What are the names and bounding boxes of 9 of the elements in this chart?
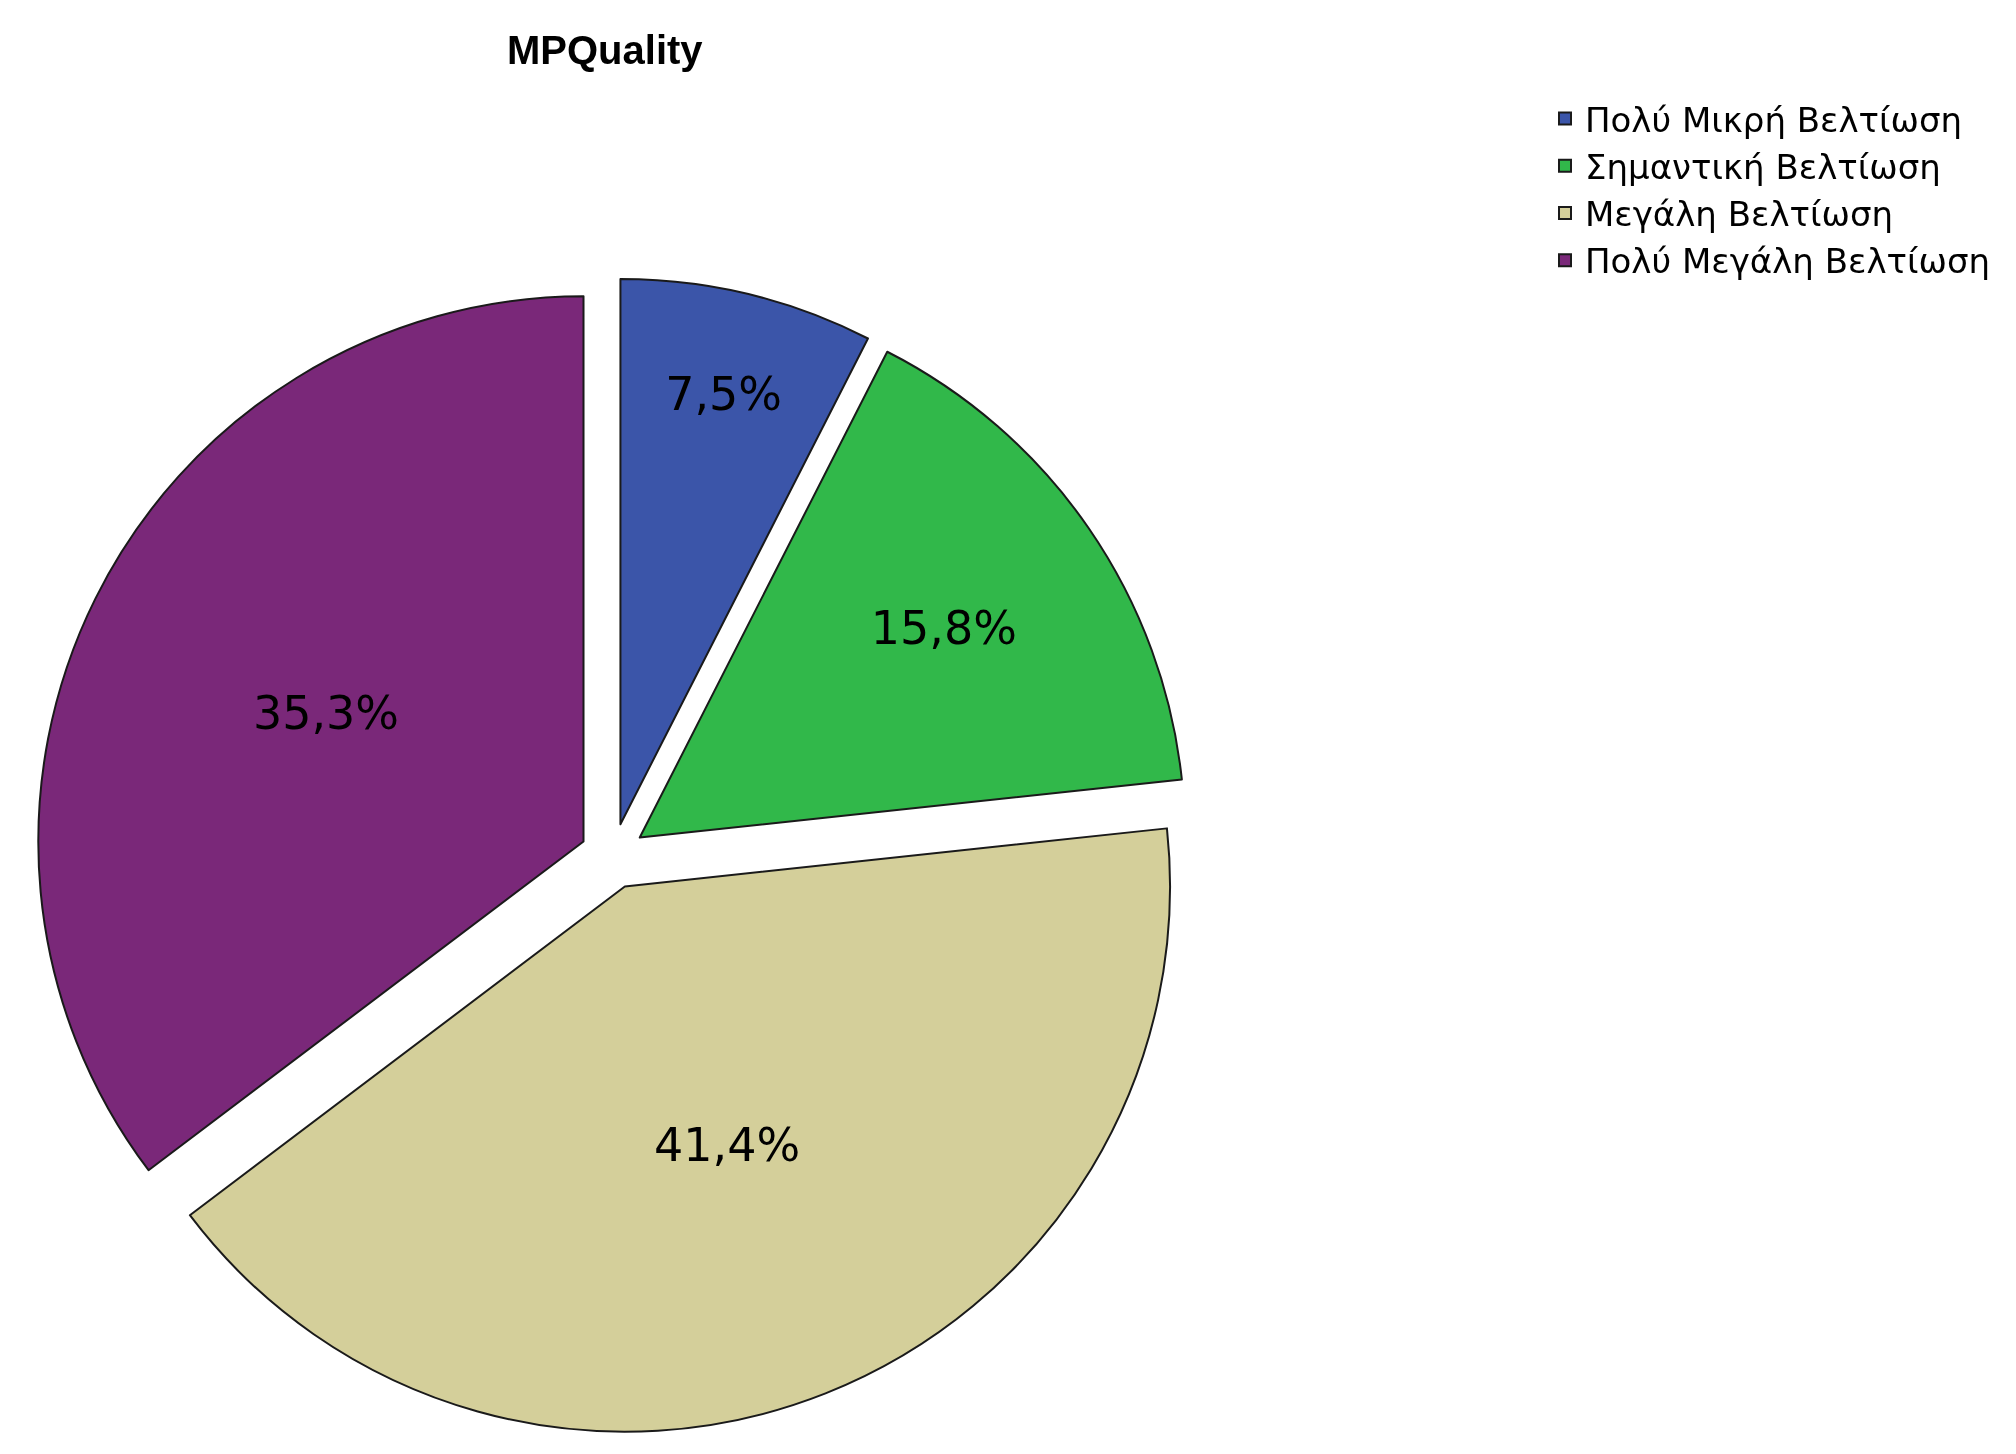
legend-label: Πολύ Μικρή Βελτίωση xyxy=(1585,99,1963,140)
legend-label: Σημαντική Βελτίωση xyxy=(1585,147,1941,188)
data-label: 15,8% xyxy=(870,601,1017,656)
data-label: 7,5% xyxy=(665,367,783,422)
chart-title: MPQuality xyxy=(507,28,704,73)
legend-label: Πολύ Μεγάλη Βελτίωση xyxy=(1585,241,1991,282)
legend-label: Μεγάλη Βελτίωση xyxy=(1585,194,1894,235)
data-label: 35,3% xyxy=(252,686,400,741)
data-label: 41,4% xyxy=(653,1117,801,1172)
